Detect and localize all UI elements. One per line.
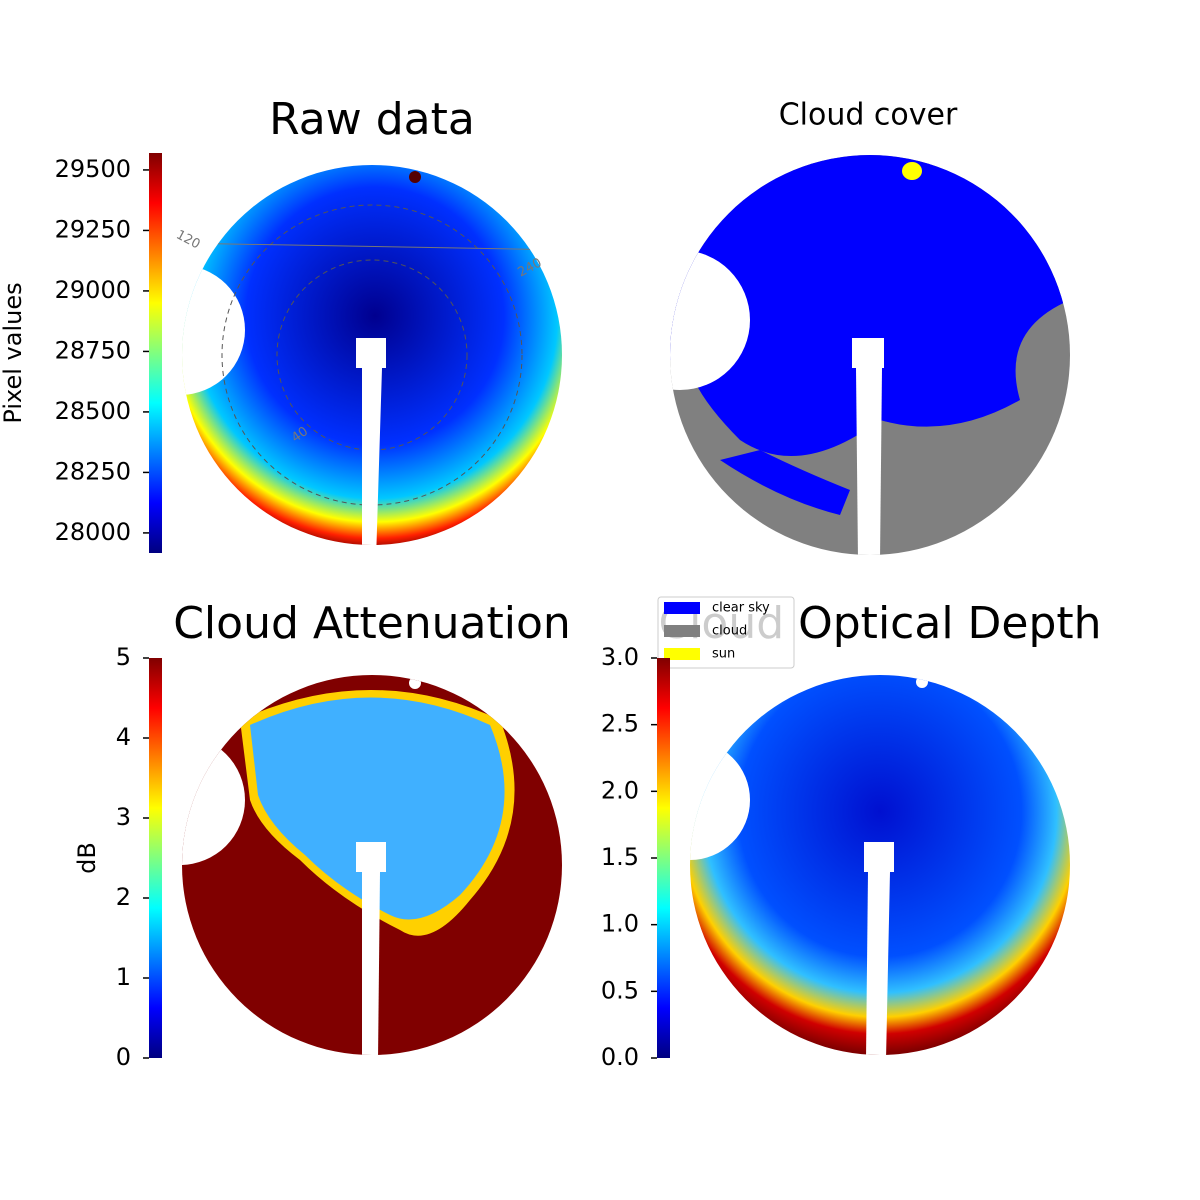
- legend-label: cloud: [712, 624, 747, 639]
- tick-label: 1.0: [601, 910, 639, 938]
- colorbar-label: Pixel values: [0, 282, 27, 423]
- tick-label: 29250: [55, 215, 131, 243]
- legend-label: clear sky: [712, 601, 770, 616]
- tick-label: 0.0: [601, 1043, 639, 1071]
- tick-label: 28000: [55, 518, 131, 546]
- tick-label: 3.0: [601, 643, 639, 671]
- tick-label: 1.5: [601, 843, 639, 871]
- sky-image: [182, 675, 562, 1055]
- legend-swatch: [664, 648, 700, 660]
- colorbar: [149, 153, 162, 553]
- sky-image: [690, 675, 1070, 1055]
- colorbar: [149, 658, 162, 1058]
- tick-label: 2: [116, 883, 131, 911]
- tick-label: 5: [116, 643, 131, 671]
- panel-title: Cloud Attenuation: [173, 598, 571, 649]
- colorbar-label: dB: [73, 842, 101, 874]
- tick-label: 29500: [55, 155, 131, 183]
- tick-label: 28250: [55, 457, 131, 485]
- sky-image: [670, 155, 1070, 555]
- tick-label: 29000: [55, 276, 131, 304]
- tick-label: 28750: [55, 336, 131, 364]
- panel-title: Cloud cover: [779, 98, 958, 133]
- tick-label: 1: [116, 963, 131, 991]
- panel-title: Raw data: [269, 94, 475, 145]
- sky-image: [182, 165, 562, 545]
- colorbar: [657, 658, 670, 1058]
- tick-label: 0: [116, 1043, 131, 1071]
- tick-label: 2.5: [601, 710, 639, 738]
- tick-label: 0.5: [601, 976, 639, 1004]
- tick-label: 28500: [55, 397, 131, 425]
- legend-label: sun: [712, 647, 735, 662]
- annotation: 120: [174, 228, 203, 253]
- tick-label: 3: [116, 803, 131, 831]
- tick-label: 4: [116, 723, 131, 751]
- tick-label: 2.0: [601, 776, 639, 804]
- legend-swatch: [664, 625, 700, 637]
- legend-swatch: [664, 602, 700, 614]
